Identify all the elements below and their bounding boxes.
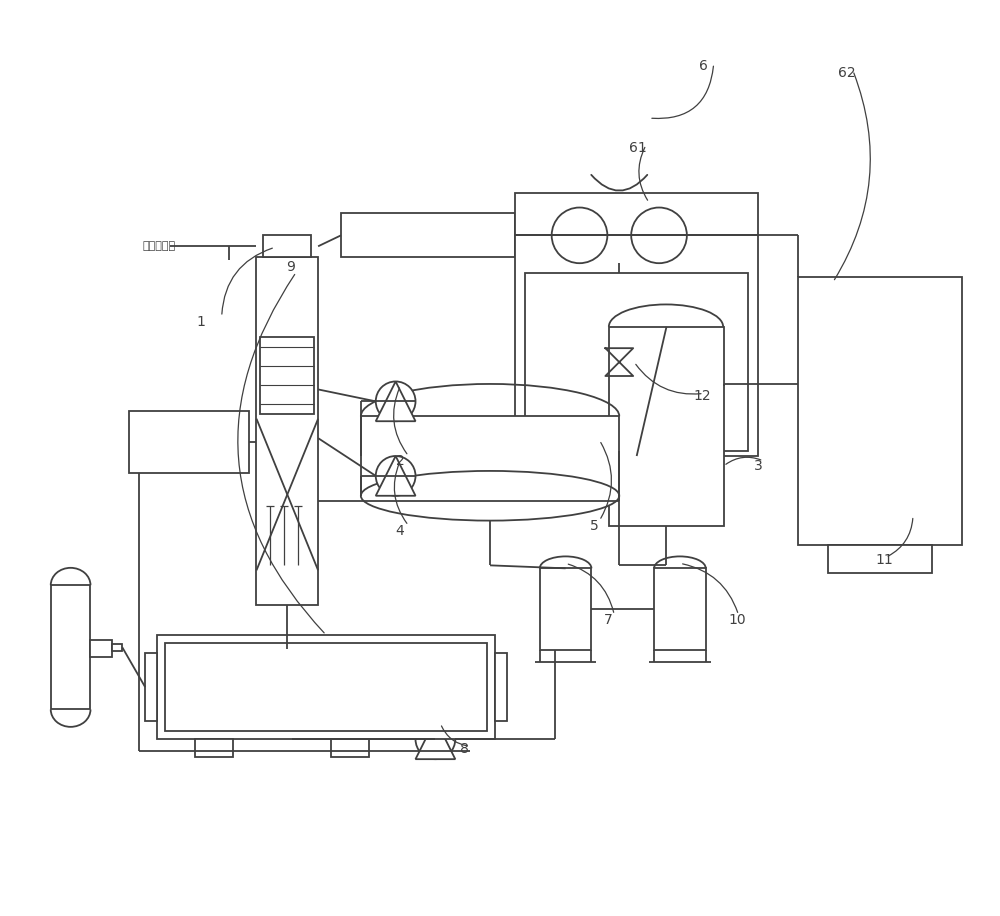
Polygon shape	[376, 381, 416, 421]
Bar	[51, 585, 90, 710]
Bar	[609, 327, 724, 526]
Polygon shape	[416, 719, 455, 759]
Bar	[165, 643, 487, 731]
Polygon shape	[376, 456, 416, 496]
Bar	[331, 739, 369, 758]
Text: 7: 7	[604, 613, 613, 627]
Bar	[341, 213, 515, 257]
Text: 1: 1	[197, 315, 206, 329]
Bar	[260, 337, 314, 414]
Bar	[525, 273, 748, 451]
Ellipse shape	[361, 471, 619, 520]
Bar	[798, 278, 962, 545]
Bar	[195, 739, 233, 758]
Bar	[828, 545, 932, 573]
Circle shape	[416, 719, 455, 759]
Bar	[157, 635, 495, 739]
Text: 10: 10	[729, 613, 746, 627]
Circle shape	[552, 208, 607, 263]
Bar	[112, 644, 122, 651]
Bar	[90, 640, 112, 658]
Circle shape	[376, 381, 416, 421]
Bar	[129, 411, 249, 473]
Text: 3: 3	[753, 459, 762, 473]
Text: 4: 4	[396, 524, 404, 538]
Bar	[515, 192, 758, 456]
Bar	[654, 568, 706, 649]
Text: 61: 61	[629, 141, 647, 155]
Text: 8: 8	[460, 742, 469, 757]
Circle shape	[376, 456, 416, 496]
Text: 62: 62	[838, 66, 856, 81]
Text: 2: 2	[396, 454, 404, 468]
Text: 6: 6	[699, 60, 708, 73]
Bar	[540, 568, 591, 649]
Text: 11: 11	[876, 553, 893, 567]
Bar	[263, 235, 311, 257]
Text: 5: 5	[589, 518, 598, 532]
Bar	[145, 653, 157, 722]
Ellipse shape	[342, 649, 362, 701]
Bar	[361, 416, 619, 496]
Circle shape	[631, 208, 687, 263]
Text: 9: 9	[286, 260, 295, 274]
Text: 12: 12	[694, 389, 711, 403]
Bar	[256, 257, 318, 605]
Bar	[495, 653, 507, 722]
Bar	[223, 649, 352, 701]
Text: 厂区内蒸汽: 厂区内蒸汽	[142, 241, 175, 251]
Ellipse shape	[213, 649, 233, 701]
